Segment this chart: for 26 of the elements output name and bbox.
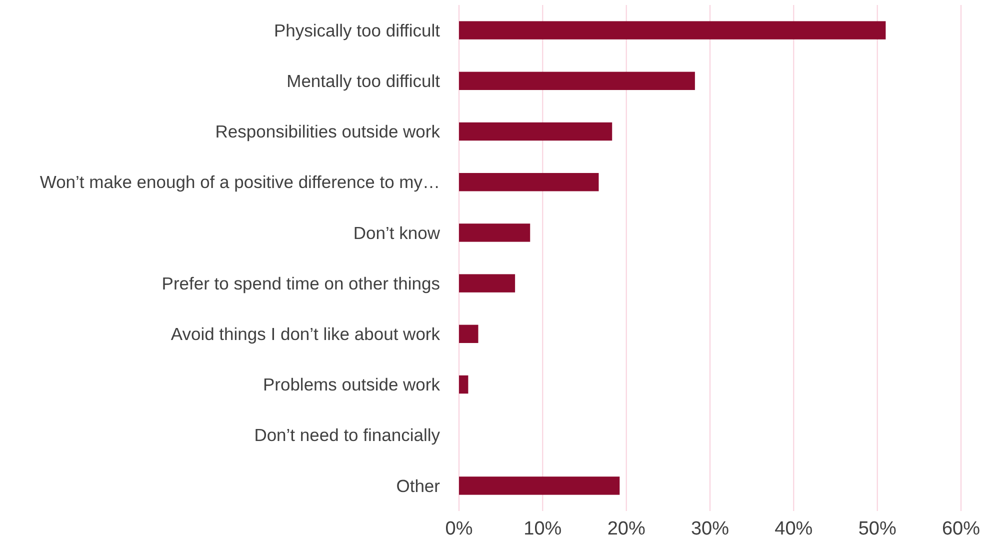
y-tick-label: Don’t know bbox=[353, 222, 440, 243]
x-tick-label: 30% bbox=[690, 518, 730, 540]
y-tick-label: Responsibilities outside work bbox=[215, 122, 440, 142]
x-tick-label: 50% bbox=[858, 518, 896, 540]
y-tick-label: Other bbox=[396, 476, 440, 496]
bar bbox=[459, 172, 599, 192]
x-tick-label: 40% bbox=[774, 518, 813, 540]
x-tick-label: 10% bbox=[524, 518, 562, 540]
y-tick-label: Mentally too difficult bbox=[286, 71, 440, 92]
x-tick-label: 20% bbox=[607, 518, 646, 540]
bar bbox=[459, 122, 612, 141]
bar bbox=[459, 21, 886, 40]
x-tick-label: 0% bbox=[445, 518, 473, 540]
y-tick-label: Don’t need to financially bbox=[254, 425, 440, 446]
x-tick-label: 60% bbox=[942, 518, 980, 540]
bar bbox=[459, 476, 620, 495]
bar bbox=[459, 375, 468, 394]
y-tick-label: Physically too difficult bbox=[274, 20, 440, 40]
y-tick-label: Won’t make enough of a positive difference to my… bbox=[40, 172, 440, 192]
bar bbox=[459, 274, 516, 292]
bar bbox=[459, 72, 695, 90]
y-tick-label: Prefer to spend time on other things bbox=[162, 273, 440, 294]
bar bbox=[459, 224, 530, 242]
bar bbox=[459, 324, 478, 344]
y-tick-label: Problems outside work bbox=[262, 374, 440, 395]
y-tick-label: Avoid things I don’t like about work bbox=[170, 324, 440, 344]
